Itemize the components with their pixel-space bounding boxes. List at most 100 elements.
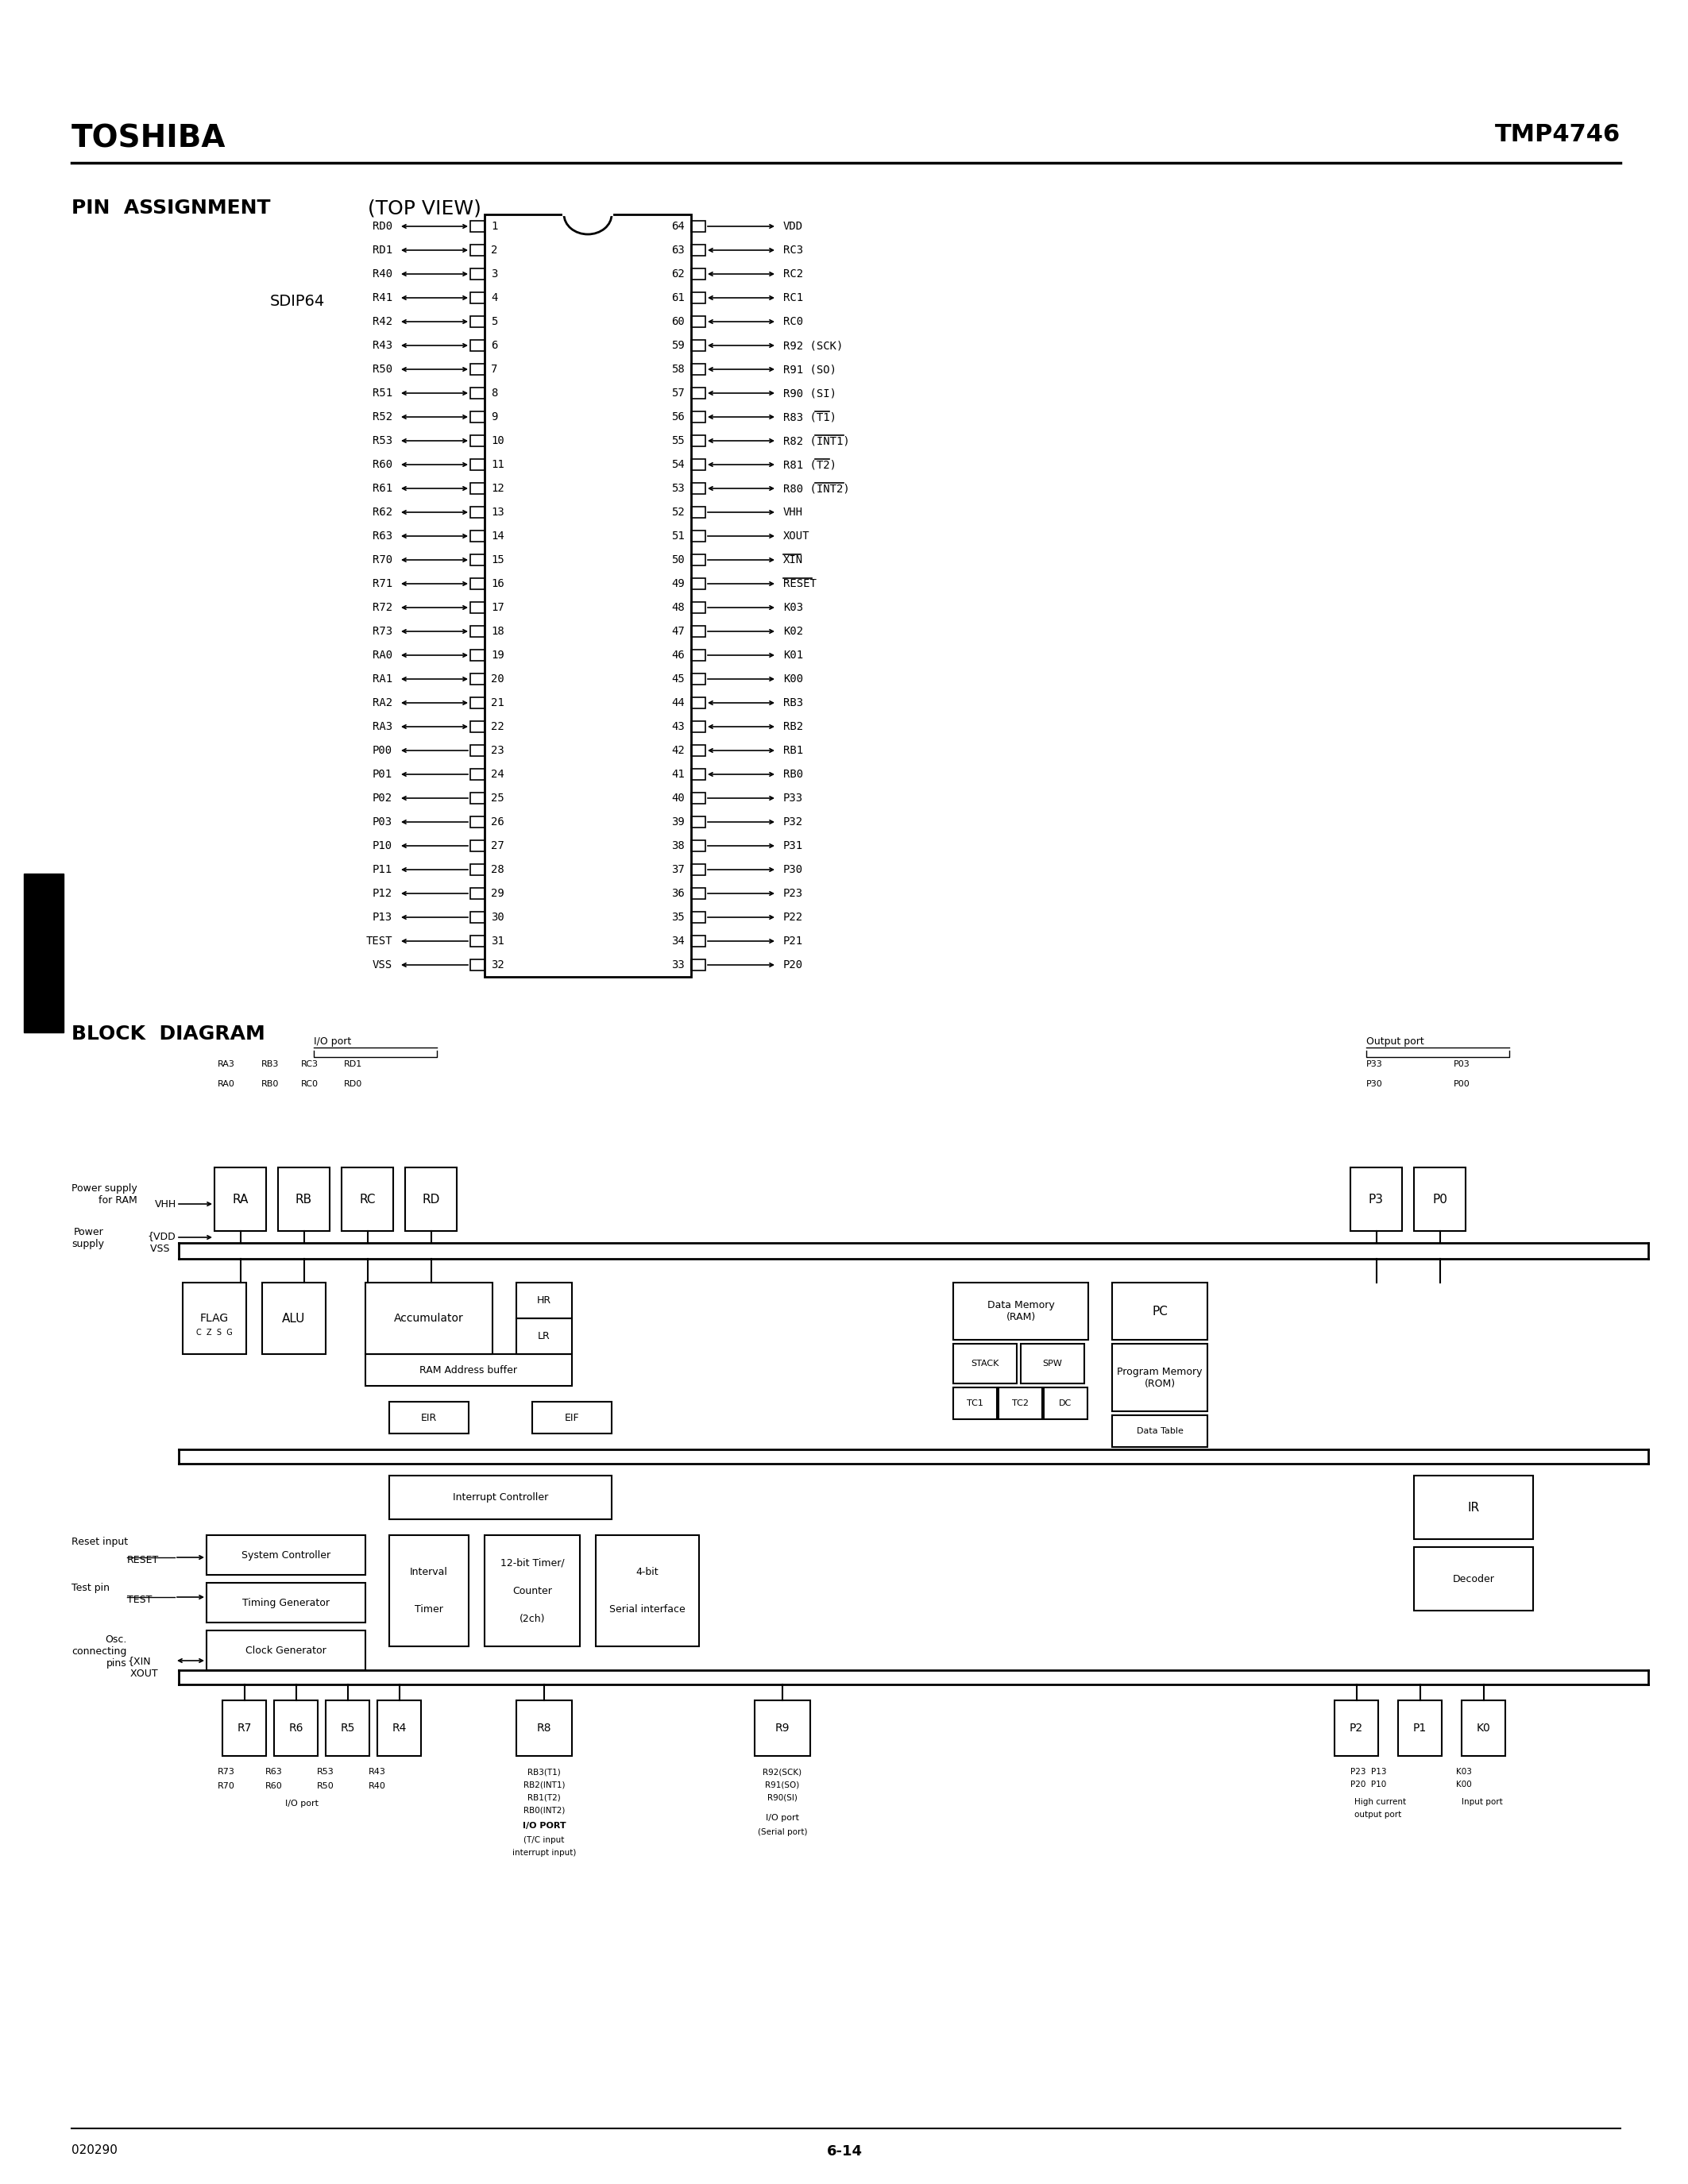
Text: K01: K01 bbox=[783, 649, 803, 662]
Text: I/O port: I/O port bbox=[314, 1037, 351, 1046]
Text: R92 (SCK): R92 (SCK) bbox=[783, 341, 842, 352]
Bar bbox=[378, 1701, 420, 1756]
Text: 43: 43 bbox=[672, 721, 685, 732]
Text: R73: R73 bbox=[373, 627, 392, 638]
Bar bbox=[690, 293, 706, 304]
Text: R71: R71 bbox=[373, 579, 392, 590]
Text: RA1: RA1 bbox=[373, 673, 392, 684]
Text: 10: 10 bbox=[491, 435, 505, 446]
Text: {VDD: {VDD bbox=[147, 1232, 176, 1241]
Text: 50: 50 bbox=[672, 555, 685, 566]
Bar bbox=[279, 1168, 329, 1232]
Bar bbox=[1350, 1168, 1403, 1232]
Text: Input port: Input port bbox=[1462, 1797, 1502, 1806]
Text: 63: 63 bbox=[672, 245, 685, 256]
Text: R51: R51 bbox=[373, 387, 392, 400]
Bar bbox=[471, 483, 484, 494]
Text: Output port: Output port bbox=[1366, 1037, 1425, 1046]
Bar bbox=[690, 889, 706, 900]
Text: K00: K00 bbox=[1457, 1780, 1472, 1789]
Text: R62: R62 bbox=[373, 507, 392, 518]
Bar bbox=[326, 1701, 370, 1756]
Text: RC: RC bbox=[360, 1192, 375, 1206]
Text: Data Table: Data Table bbox=[1136, 1426, 1183, 1435]
Bar bbox=[690, 411, 706, 422]
Text: P3: P3 bbox=[1369, 1192, 1384, 1206]
Text: P13: P13 bbox=[373, 911, 392, 924]
Text: R82 (INT1): R82 (INT1) bbox=[783, 435, 849, 446]
Bar bbox=[471, 627, 484, 638]
Text: 16: 16 bbox=[491, 579, 505, 590]
Bar bbox=[471, 269, 484, 280]
Bar bbox=[471, 935, 484, 946]
Text: RC0: RC0 bbox=[783, 317, 803, 328]
Bar bbox=[471, 841, 484, 852]
Bar bbox=[1021, 1343, 1084, 1382]
Bar bbox=[471, 221, 484, 232]
Text: R60: R60 bbox=[373, 459, 392, 470]
Bar bbox=[471, 435, 484, 446]
Text: 41: 41 bbox=[672, 769, 685, 780]
Text: 47: 47 bbox=[672, 627, 685, 638]
Text: 53: 53 bbox=[672, 483, 685, 494]
Text: 14: 14 bbox=[491, 531, 505, 542]
Text: R91(SO): R91(SO) bbox=[765, 1780, 800, 1789]
Text: 4-bit: 4-bit bbox=[636, 1568, 658, 1577]
Text: P02: P02 bbox=[373, 793, 392, 804]
Text: RB3: RB3 bbox=[262, 1059, 279, 1068]
Text: FLAG: FLAG bbox=[201, 1313, 230, 1324]
Text: 48: 48 bbox=[672, 603, 685, 614]
Text: P03: P03 bbox=[373, 817, 392, 828]
Text: XIN: XIN bbox=[783, 555, 803, 566]
Text: R43: R43 bbox=[368, 1767, 387, 1776]
Text: P31: P31 bbox=[783, 841, 803, 852]
Bar bbox=[690, 911, 706, 924]
Text: RAM Address buffer: RAM Address buffer bbox=[420, 1365, 518, 1376]
Text: R41: R41 bbox=[373, 293, 392, 304]
Bar bbox=[1462, 1701, 1506, 1756]
Bar bbox=[690, 745, 706, 756]
Text: Reset input: Reset input bbox=[71, 1538, 128, 1546]
Text: RC0: RC0 bbox=[300, 1081, 319, 1088]
Text: P22: P22 bbox=[783, 911, 803, 924]
Bar bbox=[690, 387, 706, 400]
Text: Counter: Counter bbox=[513, 1586, 552, 1597]
Bar bbox=[471, 817, 484, 828]
Text: SPW: SPW bbox=[1043, 1361, 1062, 1367]
Text: Timer: Timer bbox=[415, 1603, 444, 1614]
Bar bbox=[755, 1701, 810, 1756]
Text: 15: 15 bbox=[491, 555, 505, 566]
Text: 57: 57 bbox=[672, 387, 685, 400]
Text: P30: P30 bbox=[783, 865, 803, 876]
Text: 49: 49 bbox=[672, 579, 685, 590]
Text: 11: 11 bbox=[491, 459, 505, 470]
Text: R9: R9 bbox=[775, 1723, 790, 1734]
Bar bbox=[1335, 1701, 1377, 1756]
Bar bbox=[690, 221, 706, 232]
Text: R53: R53 bbox=[317, 1767, 334, 1776]
Bar bbox=[365, 1354, 572, 1387]
Text: 54: 54 bbox=[672, 459, 685, 470]
Text: I/O port: I/O port bbox=[766, 1815, 798, 1821]
Text: RC2: RC2 bbox=[783, 269, 803, 280]
Text: 17: 17 bbox=[491, 603, 505, 614]
Text: RD0: RD0 bbox=[373, 221, 392, 232]
Bar bbox=[1415, 1168, 1465, 1232]
Text: P30: P30 bbox=[1366, 1081, 1382, 1088]
Text: 21: 21 bbox=[491, 697, 505, 708]
Bar bbox=[690, 649, 706, 662]
Text: 18: 18 bbox=[491, 627, 505, 638]
Text: Program Memory
(ROM): Program Memory (ROM) bbox=[1117, 1367, 1202, 1389]
Text: Decoder: Decoder bbox=[1452, 1575, 1494, 1583]
Text: P23: P23 bbox=[783, 889, 803, 900]
Text: 52: 52 bbox=[672, 507, 685, 518]
Bar bbox=[690, 627, 706, 638]
Text: Test pin: Test pin bbox=[71, 1583, 110, 1592]
Text: I/O PORT: I/O PORT bbox=[523, 1821, 565, 1830]
Text: 44: 44 bbox=[672, 697, 685, 708]
Text: Interrupt Controller: Interrupt Controller bbox=[452, 1492, 549, 1503]
Text: 30: 30 bbox=[491, 911, 505, 924]
Bar bbox=[1398, 1701, 1442, 1756]
Text: RD1: RD1 bbox=[373, 245, 392, 256]
Text: Accumulator: Accumulator bbox=[393, 1313, 464, 1324]
